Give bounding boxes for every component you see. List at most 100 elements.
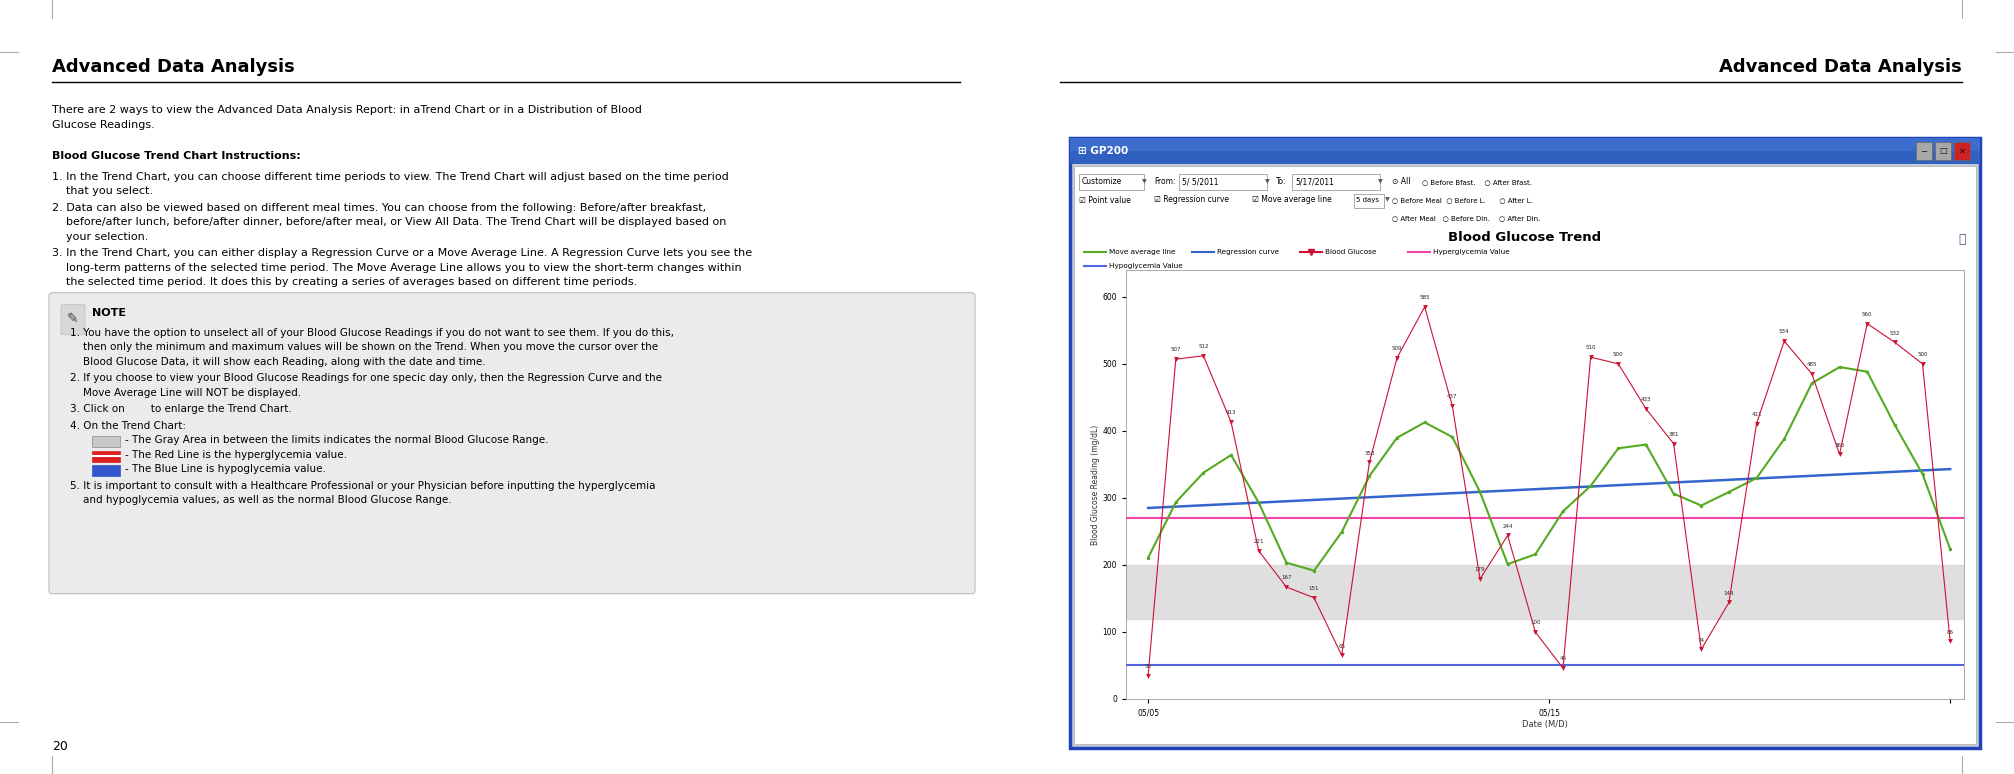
FancyBboxPatch shape [60,305,85,334]
Text: 437: 437 [1448,395,1458,399]
Text: 413: 413 [1227,410,1237,416]
Text: ✕: ✕ [1958,146,1966,156]
Text: 509: 509 [1392,346,1402,351]
Text: 507: 507 [1170,348,1180,352]
Text: 2. Data can also be viewed based on different meal times. You can choose from th: 2. Data can also be viewed based on diff… [52,203,707,213]
Text: then only the minimum and maximum values will be shown on the Trend. When you mo: then only the minimum and maximum values… [70,342,659,352]
Text: ▼: ▼ [1265,180,1269,184]
Bar [1353,194,1384,208]
Text: 512: 512 [1198,344,1208,349]
Text: 3. Click on        to enlarge the Trend Chart.: 3. Click on to enlarge the Trend Chart. [70,404,292,414]
Text: 179: 179 [1474,567,1484,572]
Text: ⊙ All: ⊙ All [1392,177,1410,187]
Text: 21: 21 [1946,740,1962,753]
Text: 1. In the Trend Chart, you can choose different time periods to view. The Trend : 1. In the Trend Chart, you can choose di… [52,172,729,182]
Text: 5 days: 5 days [1355,197,1380,203]
Text: ☑ Regression curve: ☑ Regression curve [1154,196,1229,204]
Text: 5/ 5/2011: 5/ 5/2011 [1182,177,1218,187]
Text: □: □ [1939,146,1948,156]
Text: ▼: ▼ [1378,180,1384,184]
Text: To:: To: [1277,177,1287,187]
Text: 100: 100 [1531,620,1541,625]
Bar [93,437,121,447]
Text: ▼: ▼ [1142,180,1146,184]
Text: Blood Glucose Trend: Blood Glucose Trend [1448,231,1601,244]
Text: Move Average Line will NOT be displayed.: Move Average Line will NOT be displayed. [70,388,302,398]
Text: 144: 144 [1724,591,1734,596]
Text: 65: 65 [1337,644,1345,649]
Bar [1915,142,1931,160]
Bar [1178,174,1267,190]
Text: - The Blue Line is hypoglycemia value.: - The Blue Line is hypoglycemia value. [125,464,326,474]
Text: 500: 500 [1917,352,1927,357]
Text: 74: 74 [1698,638,1704,642]
Text: and hypoglycemia values, as well as the normal Blood Glucose Range.: and hypoglycemia values, as well as the … [70,495,451,505]
Text: ─: ─ [1921,146,1927,156]
Text: 167: 167 [1281,575,1291,580]
Text: ○ After Meal   ○ Before Din.    ○ After Din.: ○ After Meal ○ Before Din. ○ After Din. [1392,215,1541,221]
Text: Move average line: Move average line [1110,249,1176,255]
Text: 510: 510 [1585,345,1595,351]
Bar [1069,138,1980,151]
Text: Customize: Customize [1082,177,1122,187]
Text: 381: 381 [1668,432,1680,437]
Text: 560: 560 [1863,312,1873,317]
Text: long-term patterns of the selected time period. The Move Average Line allows you: long-term patterns of the selected time … [52,262,741,272]
X-axis label: Date (M/D): Date (M/D) [1523,720,1569,729]
Text: 585: 585 [1420,295,1430,300]
Text: ▼: ▼ [1386,197,1390,203]
Text: From:: From: [1154,177,1176,187]
Bar [1293,174,1380,190]
Text: before/after lunch, before/after dinner, before/after meal, or View All Data. Th: before/after lunch, before/after dinner,… [52,217,727,228]
Text: Advanced Data Analysis: Advanced Data Analysis [1720,58,1962,76]
Bar [1954,142,1970,160]
Text: the selected time period. It does this by creating a series of averages based on: the selected time period. It does this b… [52,277,636,287]
Text: - The Red Line is the hyperglycemia value.: - The Red Line is the hyperglycemia valu… [125,450,346,460]
Text: ☑ Move average line: ☑ Move average line [1253,196,1331,204]
Text: Glucose Readings.: Glucose Readings. [52,119,155,129]
Y-axis label: Blood Glucose Reading (mg/dL): Blood Glucose Reading (mg/dL) [1090,424,1100,545]
Text: 244: 244 [1502,524,1513,529]
FancyBboxPatch shape [48,293,975,594]
Text: your selection.: your selection. [52,231,149,241]
Bar [93,465,121,476]
Text: 485: 485 [1807,362,1817,367]
Text: ○ Before Bfast.    ○ After Bfast.: ○ Before Bfast. ○ After Bfast. [1422,179,1533,185]
Text: Hypoglycemia Value: Hypoglycemia Value [1110,263,1182,269]
Text: Advanced Data Analysis: Advanced Data Analysis [52,58,294,76]
Text: 2. If you choose to view your Blood Glucose Readings for one specic day only, th: 2. If you choose to view your Blood Gluc… [70,373,663,383]
Text: Hyperglycemia Value: Hyperglycemia Value [1434,249,1510,255]
Bar [1073,166,1976,744]
Bar [1069,138,1980,164]
Bar [93,450,121,462]
Text: 20: 20 [52,740,68,753]
Text: There are 2 ways to view the Advanced Data Analysis Report: in aTrend Chart or i: There are 2 ways to view the Advanced Da… [52,105,642,115]
Text: 1. You have the option to unselect all of your Blood Glucose Readings if you do : 1. You have the option to unselect all o… [70,327,675,337]
Text: ✎: ✎ [66,313,79,327]
Text: 🔍: 🔍 [1958,233,1966,246]
FancyBboxPatch shape [1069,138,1980,748]
Text: Blood Glucose: Blood Glucose [1325,249,1376,255]
Text: - The Gray Area in between the limits indicates the normal Blood Glucose Range.: - The Gray Area in between the limits in… [125,435,548,445]
Text: 411: 411 [1752,412,1762,416]
Text: 365: 365 [1835,443,1845,447]
Text: 5/17/2011: 5/17/2011 [1295,177,1333,187]
Text: 353: 353 [1363,450,1376,456]
Text: 86: 86 [1948,630,1954,635]
Text: ☑ Point value: ☑ Point value [1080,196,1132,204]
Text: 221: 221 [1253,539,1265,544]
Text: that you select.: that you select. [52,187,153,196]
Text: 534: 534 [1778,330,1790,334]
Bar [1935,142,1952,160]
Bar [1126,565,1964,618]
Text: ⊞ GP200: ⊞ GP200 [1077,146,1128,156]
Text: 532: 532 [1889,330,1899,336]
Text: 4. On the Trend Chart:: 4. On the Trend Chart: [70,421,185,430]
Text: NOTE: NOTE [93,308,127,317]
Text: Blood Glucose Trend Chart Instructions:: Blood Glucose Trend Chart Instructions: [52,152,300,162]
Text: 151: 151 [1309,586,1319,591]
Text: 46: 46 [1559,656,1567,662]
Bar [1080,174,1144,190]
Text: ○ Before Meal  ○ Before L.      ○ After L.: ○ Before Meal ○ Before L. ○ After L. [1392,197,1533,203]
Text: Regression curve: Regression curve [1216,249,1279,255]
